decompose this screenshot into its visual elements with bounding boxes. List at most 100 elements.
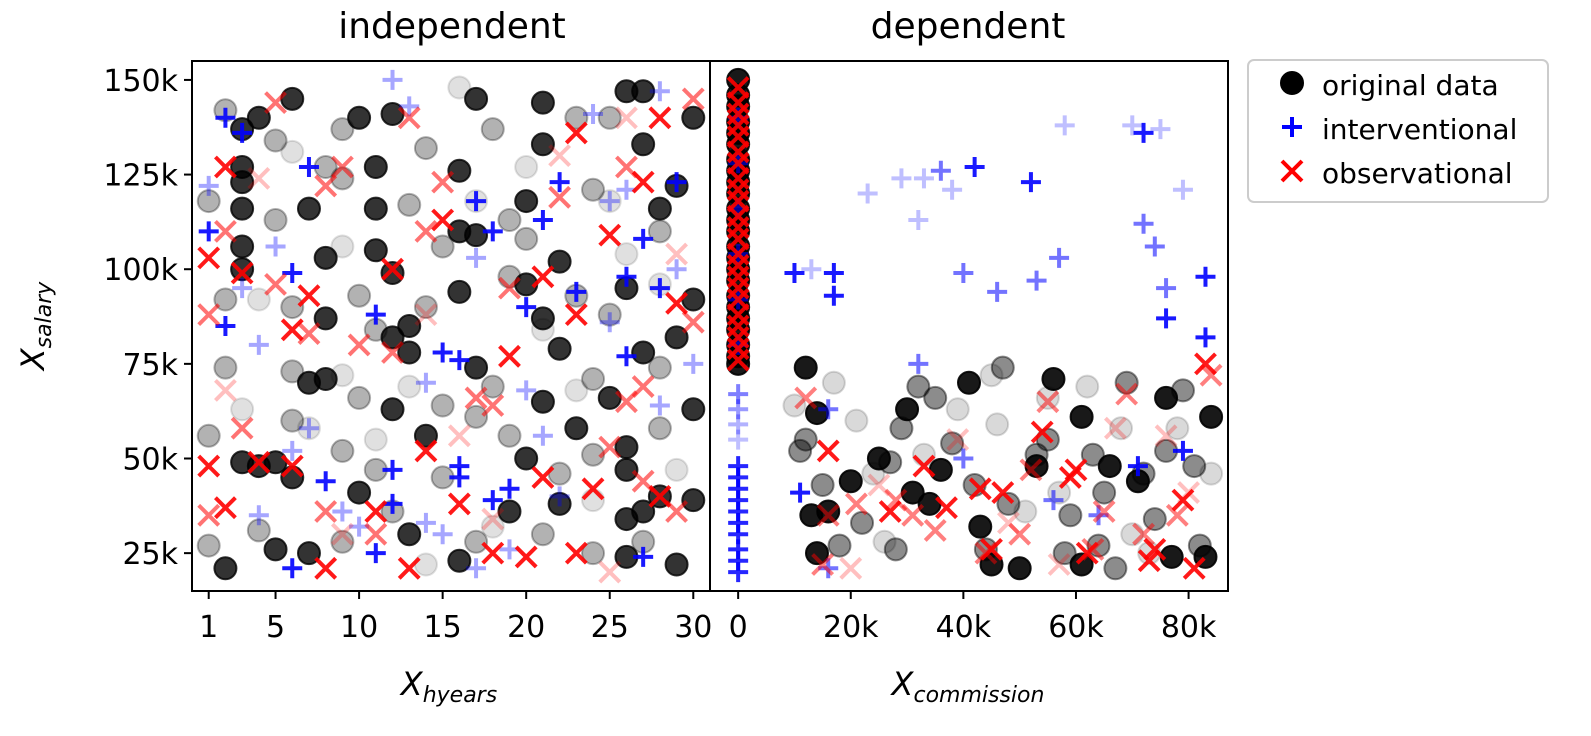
left-observational-point bbox=[230, 416, 254, 440]
left-observational-point bbox=[631, 469, 655, 493]
left-original-point bbox=[530, 306, 555, 331]
left-original-point bbox=[280, 408, 305, 433]
left-interventional-point bbox=[232, 122, 253, 143]
y-tick-label: 50k bbox=[122, 443, 178, 478]
left-original-point bbox=[397, 314, 422, 338]
right-interventional-point bbox=[953, 448, 974, 469]
right-observational-point bbox=[794, 386, 818, 410]
left-original-point bbox=[380, 325, 405, 350]
left-original-point bbox=[380, 261, 405, 285]
left-interventional-point bbox=[466, 247, 487, 268]
right-observational-point bbox=[1092, 500, 1116, 523]
right-interventional-point bbox=[913, 168, 934, 189]
left-interventional-point bbox=[415, 372, 436, 393]
right-observational-point bbox=[1199, 363, 1223, 387]
left-interventional-point bbox=[532, 210, 553, 230]
right-original-point bbox=[878, 450, 903, 475]
right-observational-point bbox=[1143, 537, 1167, 561]
right-original-point bbox=[1035, 385, 1060, 410]
left-observational-point bbox=[280, 318, 304, 342]
left-original-point bbox=[330, 438, 355, 463]
left-original-point bbox=[296, 416, 321, 441]
left-interventional-point bbox=[215, 316, 236, 336]
right-observational-point bbox=[878, 500, 902, 523]
right-original-point bbox=[985, 412, 1010, 437]
left-observational-point bbox=[381, 257, 404, 281]
y-tick-label: 100k bbox=[103, 253, 178, 288]
left-original-point bbox=[413, 552, 438, 577]
left-original-point bbox=[464, 404, 489, 429]
left-interventional-point bbox=[633, 228, 654, 249]
left-observational-point bbox=[414, 439, 438, 463]
left-observational-point bbox=[548, 185, 572, 209]
left-x-tick-label: 5 bbox=[266, 610, 285, 645]
left-interventional-point bbox=[198, 221, 219, 242]
left-original-point bbox=[681, 397, 706, 422]
y-tick-label: 150k bbox=[103, 64, 178, 99]
right-observational-point bbox=[1081, 537, 1105, 561]
left-original-point bbox=[363, 427, 388, 452]
right-original-point bbox=[1165, 416, 1190, 441]
right-observational-point bbox=[1103, 416, 1127, 440]
right-interventional-point bbox=[801, 259, 822, 280]
left-interventional-point bbox=[666, 172, 687, 193]
right-original-point bbox=[872, 529, 897, 554]
right-interventional-point bbox=[1156, 278, 1177, 299]
left-interventional-point bbox=[432, 524, 453, 545]
right-interventional-point bbox=[1195, 266, 1216, 287]
left-observational-point bbox=[447, 492, 471, 516]
right-x-tick-label: 40k bbox=[936, 610, 992, 645]
right-original-point bbox=[1182, 454, 1207, 479]
right-interventional-point bbox=[1172, 179, 1193, 200]
right-x-tick-label: 80k bbox=[1161, 610, 1217, 645]
left-interventional-point bbox=[599, 312, 620, 333]
left-original-point bbox=[597, 385, 622, 410]
left-observational-point bbox=[531, 466, 555, 489]
left-original-point bbox=[196, 533, 221, 558]
right-observational-point bbox=[1008, 522, 1032, 546]
left-observational-point bbox=[247, 450, 271, 474]
right-original-point bbox=[844, 408, 869, 433]
legend-markers bbox=[1280, 71, 1304, 183]
right-original-point bbox=[782, 393, 807, 418]
left-original-point bbox=[313, 306, 338, 331]
left-original-point bbox=[397, 522, 422, 547]
left-interventional-point bbox=[332, 501, 353, 522]
right-interventional-point bbox=[784, 263, 805, 283]
left-interventional-point bbox=[683, 353, 704, 374]
left-original-point bbox=[397, 374, 422, 399]
left-observational-point bbox=[314, 556, 338, 580]
right-original-point bbox=[838, 469, 863, 494]
left-observational-point bbox=[197, 503, 221, 527]
left-observational-point bbox=[264, 272, 287, 296]
right-original-point bbox=[979, 363, 1004, 388]
left-interventional-point bbox=[282, 263, 303, 283]
right-x-axis-label-main: X bbox=[890, 665, 915, 703]
left-original-point bbox=[631, 79, 656, 104]
right-original-point bbox=[979, 552, 1004, 577]
left-original-point bbox=[280, 359, 305, 384]
left-observational-point bbox=[314, 174, 338, 198]
left-interventional-point bbox=[232, 278, 253, 299]
left-observational-point bbox=[431, 170, 455, 194]
left-x-tick-label: 10 bbox=[340, 610, 378, 645]
left-original-point bbox=[263, 128, 288, 153]
legend-marker-observational bbox=[1280, 159, 1304, 183]
left-interventional-point bbox=[315, 471, 336, 492]
right-original-point bbox=[1058, 503, 1083, 528]
right-observational-point bbox=[996, 511, 1020, 535]
right-original-point bbox=[827, 533, 852, 558]
legend-frame bbox=[1247, 59, 1549, 203]
right-observational-point bbox=[1194, 352, 1217, 376]
left-x-tick-label: 30 bbox=[674, 610, 712, 645]
right-observational-point bbox=[974, 541, 998, 565]
left-original-point bbox=[497, 208, 522, 232]
left-original-point bbox=[597, 189, 622, 214]
left-interventional-point bbox=[298, 157, 319, 177]
legend-label-original: original data bbox=[1322, 69, 1499, 102]
left-observational-point bbox=[548, 144, 572, 168]
left-original-point bbox=[497, 423, 522, 448]
right-observational-point bbox=[1154, 424, 1178, 448]
y-tick-label: 125k bbox=[103, 159, 178, 194]
left-observational-point bbox=[214, 155, 237, 179]
